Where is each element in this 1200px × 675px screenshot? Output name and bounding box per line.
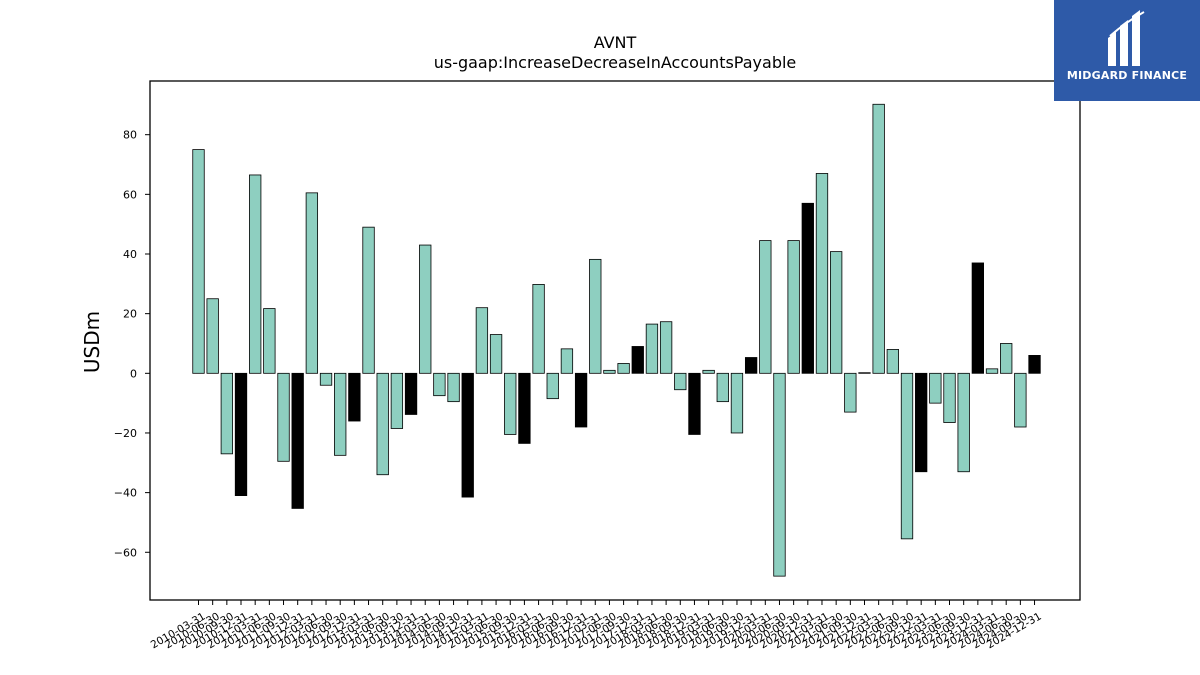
y-tick-label: 40 xyxy=(123,248,137,261)
bar-2014-09-30 xyxy=(447,372,460,403)
y-tick-label: −20 xyxy=(114,427,137,440)
y-tick-label: 0 xyxy=(130,367,137,380)
bar-2017-03-31 xyxy=(589,258,602,374)
bar-2013-09-30 xyxy=(390,372,404,429)
bar-2018-12-31 xyxy=(688,372,701,435)
bar-2023-06-30 xyxy=(943,372,956,423)
bar-2014-06-30 xyxy=(433,372,446,397)
bar-2010-12-31 xyxy=(234,372,248,496)
bar-2018-03-31 xyxy=(645,323,659,374)
bar-2023-09-30 xyxy=(957,372,970,473)
y-tick-label: 20 xyxy=(123,308,137,321)
chart-subtitle: us-gaap:IncreaseDecreaseInAccountsPayabl… xyxy=(433,53,797,72)
x-axis: 2010-03-312010-06-302010-09-302010-12-31… xyxy=(149,600,1044,651)
bar-2019-06-30 xyxy=(716,372,729,403)
bar-2021-12-31 xyxy=(858,372,871,374)
bar-2014-03-31 xyxy=(419,244,432,374)
y-axis: −60 −40 −20 0 20 40 60 80 xyxy=(114,129,150,559)
y-tick-label: −60 xyxy=(114,546,137,559)
bar-2012-03-31 xyxy=(305,192,319,374)
bar-2012-06-30 xyxy=(319,372,333,386)
bar-2018-09-30 xyxy=(674,372,687,391)
midgard-logo-icon xyxy=(1108,10,1145,66)
bar-2016-09-30 xyxy=(560,348,574,374)
plot-frame xyxy=(149,80,1081,601)
bar-2019-09-30 xyxy=(730,372,744,434)
bar-2016-12-31 xyxy=(574,372,588,428)
bar-2022-09-30 xyxy=(900,372,914,540)
bar-2017-06-30 xyxy=(603,369,616,374)
bar-2011-09-30 xyxy=(277,372,290,462)
bar-2017-12-31 xyxy=(631,346,644,374)
bar-2024-09-30 xyxy=(1014,372,1027,428)
bar-2021-06-30 xyxy=(830,251,843,374)
bar-2018-06-30 xyxy=(659,321,673,374)
bar-2022-06-30 xyxy=(886,349,899,374)
bar-2011-12-31 xyxy=(291,372,304,509)
bar-2013-06-30 xyxy=(376,372,389,476)
bar-2012-09-30 xyxy=(334,372,347,456)
y-tick-label: 80 xyxy=(123,129,137,142)
bar-2020-09-30 xyxy=(787,240,800,374)
bar-2022-03-31 xyxy=(872,103,885,374)
bar-2013-03-31 xyxy=(362,226,375,374)
bar-2024-12-31 xyxy=(1028,355,1041,374)
bar-2016-03-31 xyxy=(532,284,545,374)
bar-2011-06-30 xyxy=(263,308,276,374)
bar-2010-06-30 xyxy=(206,298,219,374)
bar-2020-06-30 xyxy=(773,372,786,577)
bar-2019-12-31 xyxy=(744,357,758,374)
bar-2015-06-30 xyxy=(489,334,503,374)
bar-2020-12-31 xyxy=(801,202,814,374)
bar-2015-03-31 xyxy=(475,307,489,374)
bar-2013-12-31 xyxy=(404,372,418,415)
bar-2021-09-30 xyxy=(844,372,857,413)
bar-2024-06-30 xyxy=(1000,343,1013,374)
bar-2014-12-31 xyxy=(461,372,474,498)
bar-2015-09-30 xyxy=(504,372,517,435)
bar-2015-12-31 xyxy=(518,372,531,444)
bar-2011-03-31 xyxy=(249,174,262,374)
bar-2022-12-31 xyxy=(915,372,928,473)
bar-2023-12-31 xyxy=(971,262,984,374)
bar-2010-03-31 xyxy=(192,149,205,374)
brand-logo: MIDGARD FINANCE xyxy=(1054,0,1200,101)
bar-2016-06-30 xyxy=(546,372,559,400)
bar-2010-09-30 xyxy=(220,372,233,455)
bar-2023-03-31 xyxy=(929,372,942,404)
logo-text: MIDGARD FINANCE xyxy=(1066,69,1188,82)
bar-2020-03-31 xyxy=(759,240,772,374)
chart-title: AVNT xyxy=(593,33,637,52)
y-tick-label: 60 xyxy=(123,188,137,201)
bar-2021-03-31 xyxy=(815,173,829,374)
bar-2017-09-30 xyxy=(617,363,630,374)
y-tick-label: −40 xyxy=(114,487,137,500)
bars-group xyxy=(192,103,1041,577)
bar-2024-03-31 xyxy=(985,368,999,374)
bar-2019-03-31 xyxy=(702,369,715,374)
bar-2012-12-31 xyxy=(348,372,361,422)
